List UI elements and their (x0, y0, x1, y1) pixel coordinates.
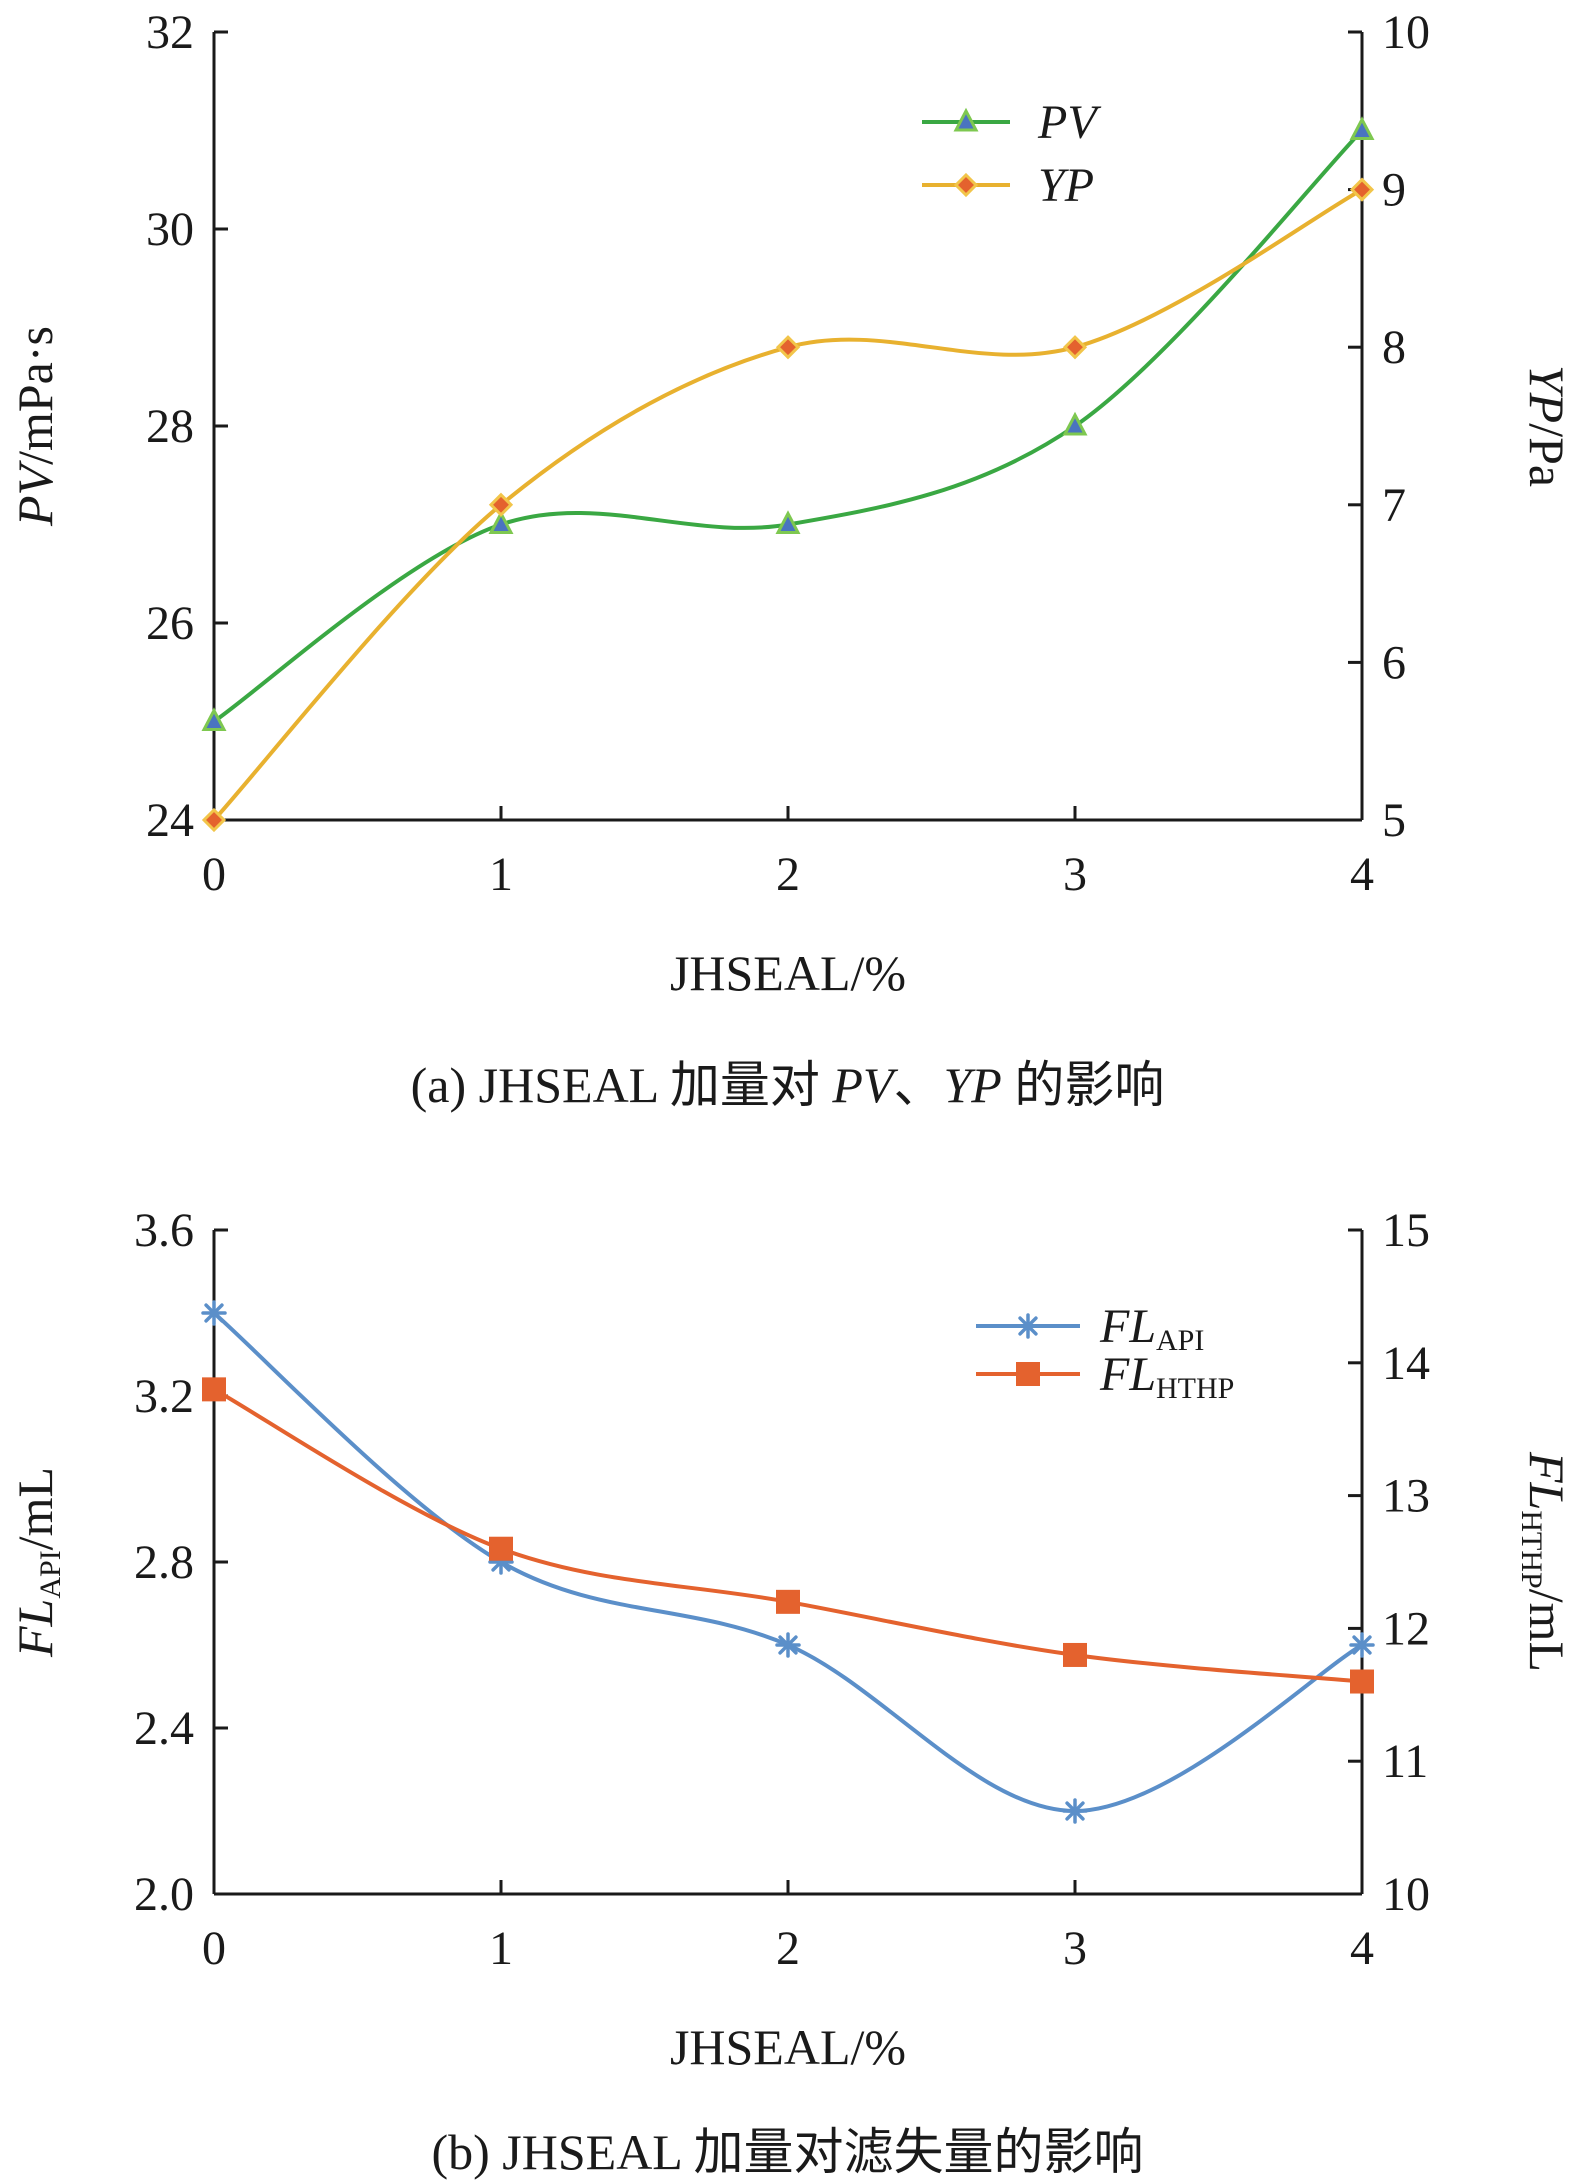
caption-b: (b) JHSEAL 加量对滤失量的影响 (431, 2124, 1144, 2180)
chart-a-right-tick-label: 8 (1382, 321, 1406, 374)
chart-a-series-0-point (1062, 411, 1088, 436)
chart-a-series-1-point (1062, 335, 1088, 360)
chart-a-right-tick-label: 9 (1382, 164, 1406, 217)
chart-a-right-tick-label: 10 (1382, 6, 1430, 59)
chart-a-right-tick-label: 7 (1382, 479, 1406, 532)
chart-a-x-tick-label: 4 (1350, 848, 1374, 901)
chart-a-series-1-point (201, 807, 227, 833)
chart-b-series-0-point (1349, 1632, 1375, 1658)
chart-a-series-1-point (1349, 177, 1375, 202)
chart-a-legend-label: PV (1037, 96, 1101, 149)
caption-a-part3: 、 (893, 1057, 944, 1113)
chart-b-right-tick-label: 10 (1382, 1868, 1430, 1921)
chart-b-series-0-point (775, 1632, 801, 1658)
chart-b-right-axis-title: FLHTHP/mL (1515, 1451, 1575, 1672)
chart-b-right-tick-label: 12 (1382, 1602, 1430, 1655)
chart-a-left-tick-label: 30 (146, 203, 194, 256)
chart-b-legend-marker (1016, 1362, 1040, 1386)
chart-a-series-1-point (488, 492, 514, 517)
chart-b-x-tick-label: 2 (776, 1922, 800, 1975)
caption-a-part5: 的影响 (1001, 1057, 1165, 1113)
chart-a-legend-marker (953, 107, 979, 132)
chart-b-series-1-point (1063, 1642, 1087, 1667)
chart-a-series-0-point (1349, 116, 1375, 140)
chart-a-x-tick-label: 1 (489, 848, 513, 901)
chart-b-x-tick-label: 1 (489, 1922, 513, 1975)
chart-a-x-tick-label: 3 (1063, 848, 1087, 901)
chart-b-series-1-point (202, 1377, 226, 1402)
chart-b-x-axis-title: JHSEAL/% (670, 2019, 906, 2075)
caption-a-yp: YP (943, 1057, 1002, 1113)
chart-b-right-tick-label: 15 (1382, 1204, 1430, 1257)
chart-b-series-1-point (489, 1536, 513, 1561)
caption-a: (a) JHSEAL 加量对 PV、YP 的影响 (0, 1045, 1575, 1117)
chart-b-left-axis-title: FLAPI/mL (7, 1467, 67, 1658)
chart-a-left-tick-label: 24 (146, 794, 194, 847)
chart-b-x-tick-label: 3 (1063, 1922, 1087, 1975)
chart-a: 24 26 28 30 32 5 6 7 8 9 10 0 1 2 3 4 JHSEAL/% PV/mPa·s YP… (7, 6, 1575, 1001)
chart-b-legend-marker (1015, 1313, 1041, 1339)
chart-a-series-0-point (201, 707, 227, 731)
chart-b-left-tick-label: 3.2 (134, 1370, 194, 1423)
chart-b-right-tick-label: 13 (1382, 1470, 1430, 1523)
chart-b-series-1-point (1350, 1669, 1374, 1694)
chart-a-right-tick-label: 6 (1382, 636, 1406, 689)
chart-a-series-line-0 (212, 129, 1364, 724)
chart-b-series-0-point (201, 1300, 227, 1326)
chart-a-x-tick-label: 2 (776, 848, 800, 901)
chart-a-right-axis-title: YP/Pa (1519, 365, 1575, 487)
chart-b-legend-label: FLAPI (1099, 1300, 1204, 1357)
chart-b-left-tick-label: 2.4 (134, 1702, 194, 1755)
chart-a-legend-label: YP (1038, 159, 1094, 212)
chart-a-legend-marker (953, 172, 979, 198)
chart-a-left-tick-label: 26 (146, 597, 194, 650)
chart-a-right-tick-label: 5 (1382, 794, 1406, 847)
chart-b-left-tick-label: 2.0 (134, 1868, 194, 1921)
chart-a-left-axis-title: PV/mPa·s (7, 326, 63, 527)
chart-b-right-tick-label: 14 (1382, 1337, 1430, 1390)
chart-b-left-tick-label: 3.6 (134, 1204, 194, 1257)
chart-a-left-tick-label: 32 (146, 6, 194, 59)
chart-a-series-1-point (775, 335, 801, 360)
chart-b-right-tick-label: 11 (1382, 1735, 1428, 1788)
chart-b-x-tick-label: 0 (202, 1922, 226, 1975)
chart-a-x-tick-label: 0 (202, 848, 226, 901)
caption-a-pv: PV (832, 1057, 894, 1113)
chart-a-x-axis-title: JHSEAL/% (670, 945, 906, 1001)
chart-b-series-1-point (776, 1589, 800, 1614)
chart-a-series-0-point (775, 510, 801, 534)
caption-a-part1: (a) JHSEAL 加量对 (410, 1057, 833, 1113)
chart-a-series-line-1 (212, 187, 1363, 822)
chart-a-series-0-point (488, 510, 514, 534)
chart-b-series-0-point (1062, 1798, 1088, 1824)
chart-b-legend-label: FLHTHP (1099, 1348, 1234, 1405)
chart-a-left-tick-label: 28 (146, 400, 194, 453)
chart-b-left-tick-label: 2.8 (134, 1536, 194, 1589)
chart-b-x-tick-label: 4 (1350, 1922, 1374, 1975)
